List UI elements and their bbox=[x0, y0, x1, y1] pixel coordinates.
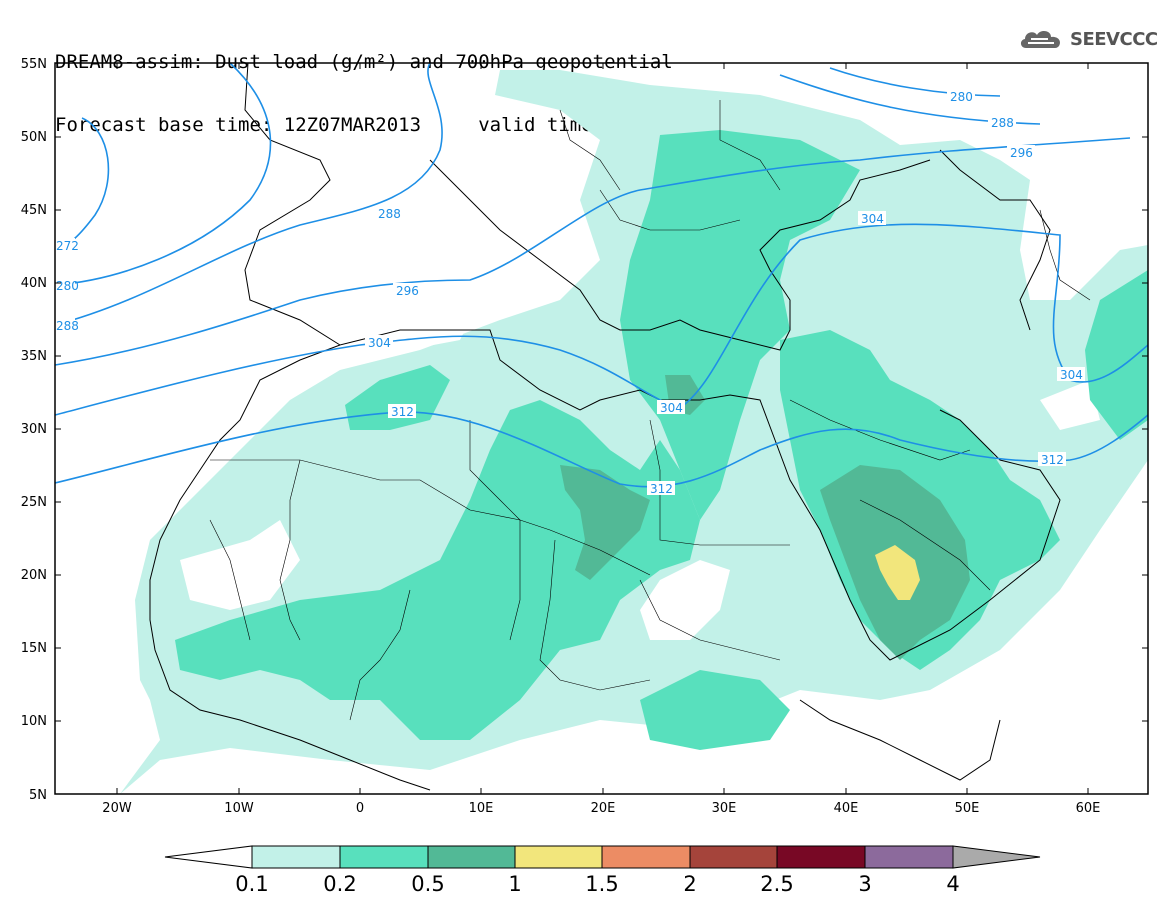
contour-304 bbox=[55, 223, 1148, 416]
colorbar-label: 3 bbox=[858, 872, 871, 896]
contour-labels: 280 288 296 304 312 272 280 288 288 296 … bbox=[55, 89, 1085, 496]
contour-label-296-east: 296 bbox=[1007, 145, 1035, 160]
lat-label: 20N bbox=[21, 568, 47, 583]
lat-label: 50N bbox=[21, 130, 47, 145]
contour-label-288-west: 288 bbox=[55, 318, 79, 333]
svg-text:272: 272 bbox=[56, 239, 79, 253]
lat-label: 40N bbox=[21, 276, 47, 291]
dust-field bbox=[55, 63, 1148, 794]
colorbar-label: 2.5 bbox=[760, 872, 793, 896]
lat-label: 35N bbox=[21, 349, 47, 364]
lat-label: 10N bbox=[21, 714, 47, 729]
lon-label: 50E bbox=[955, 801, 980, 816]
colorbar-bin bbox=[864, 845, 954, 869]
colorbar bbox=[164, 845, 1041, 869]
colorbar-bin bbox=[689, 845, 778, 869]
lon-label: 30E bbox=[712, 801, 737, 816]
cloud-icon bbox=[1020, 31, 1061, 48]
contour-label-296-mid: 296 bbox=[393, 283, 421, 298]
svg-text:304: 304 bbox=[660, 401, 683, 415]
svg-text:304: 304 bbox=[368, 336, 391, 350]
lon-label: 10E bbox=[469, 801, 494, 816]
contour-label-304-egypt: 304 bbox=[657, 400, 685, 415]
contour-label-304-iran: 304 bbox=[1057, 367, 1085, 382]
lat-label: 15N bbox=[21, 641, 47, 656]
title-line-1: DREAM8-assim: Dust load (g/m²) and 700hP… bbox=[55, 51, 673, 73]
lat-label: 25N bbox=[21, 495, 47, 510]
logo-text: SEEVCCC bbox=[1070, 28, 1158, 50]
dust-clear-holes bbox=[180, 270, 1100, 640]
colorbar-labels: 0.1 0.2 0.5 1 1.5 2 2.5 3 4 bbox=[235, 872, 959, 896]
colorbar-label: 0.1 bbox=[235, 872, 268, 896]
colorbar-label: 1.5 bbox=[585, 872, 618, 896]
svg-text:288: 288 bbox=[991, 116, 1014, 130]
seevccc-logo: SEEVCCC bbox=[1018, 26, 1158, 52]
lon-label: 10W bbox=[224, 801, 254, 816]
svg-text:288: 288 bbox=[378, 207, 401, 221]
contour-label-312-east: 312 bbox=[1038, 452, 1066, 467]
contour-label-288-mid: 288 bbox=[375, 206, 403, 221]
dust-level-4-area bbox=[875, 545, 920, 600]
colorbar-bin bbox=[427, 845, 516, 869]
colorbar-label: 4 bbox=[946, 872, 959, 896]
axis-ticks bbox=[55, 63, 1148, 794]
svg-text:312: 312 bbox=[391, 405, 414, 419]
colorbar-bin bbox=[776, 845, 866, 869]
svg-text:312: 312 bbox=[1041, 453, 1064, 467]
lat-label: 45N bbox=[21, 203, 47, 218]
colorbar-bin bbox=[601, 845, 691, 869]
contour-288-west bbox=[55, 63, 443, 326]
svg-text:280: 280 bbox=[56, 279, 79, 293]
svg-text:312: 312 bbox=[650, 482, 673, 496]
contour-296 bbox=[55, 137, 1131, 366]
country-borders bbox=[209, 100, 1091, 721]
contour-label-280-west: 280 bbox=[55, 278, 79, 293]
colorbar-label: 0.5 bbox=[411, 872, 444, 896]
svg-text:304: 304 bbox=[861, 212, 884, 226]
latitude-labels: 55N 50N 45N 40N 35N 30N 25N 20N 15N 10N … bbox=[21, 57, 47, 803]
svg-text:304: 304 bbox=[1060, 368, 1083, 382]
colorbar-label: 0.2 bbox=[323, 872, 356, 896]
dust-level-1-area bbox=[120, 70, 1148, 794]
contour-label-280-east: 280 bbox=[947, 89, 975, 104]
contour-312 bbox=[55, 411, 1148, 488]
lon-label: 60E bbox=[1076, 801, 1101, 816]
svg-text:288: 288 bbox=[56, 319, 79, 333]
contour-280-west bbox=[55, 63, 272, 286]
lon-label: 20W bbox=[102, 801, 132, 816]
colorbar-bin bbox=[251, 845, 341, 869]
colorbar-label: 1 bbox=[508, 872, 521, 896]
contour-label-304-east: 304 bbox=[858, 211, 886, 226]
contour-label-312-mid: 312 bbox=[647, 481, 675, 496]
svg-text:296: 296 bbox=[1010, 146, 1033, 160]
lat-label: 30N bbox=[21, 422, 47, 437]
svg-text:280: 280 bbox=[950, 90, 973, 104]
lat-label: 5N bbox=[29, 788, 47, 803]
svg-text:296: 296 bbox=[396, 284, 419, 298]
colorbar-high-arrow bbox=[952, 845, 1041, 869]
longitude-labels: 20W 10W 0 10E 20E 30E 40E 50E 60E bbox=[102, 801, 1100, 816]
contour-label-312-west: 312 bbox=[388, 404, 416, 419]
colorbar-bin bbox=[514, 845, 603, 869]
contour-label-304-mid: 304 bbox=[365, 335, 393, 350]
colorbar-bin bbox=[339, 845, 429, 869]
lon-label: 40E bbox=[834, 801, 859, 816]
lat-label: 55N bbox=[21, 57, 47, 72]
contour-272 bbox=[55, 117, 110, 251]
contour-label-288-east: 288 bbox=[988, 115, 1016, 130]
lon-label: 20E bbox=[591, 801, 616, 816]
contour-label-272: 272 bbox=[55, 238, 79, 253]
colorbar-low-arrow bbox=[164, 845, 253, 869]
lon-label: 0 bbox=[356, 801, 364, 816]
contour-280-east bbox=[829, 67, 1001, 97]
colorbar-label: 2 bbox=[683, 872, 696, 896]
